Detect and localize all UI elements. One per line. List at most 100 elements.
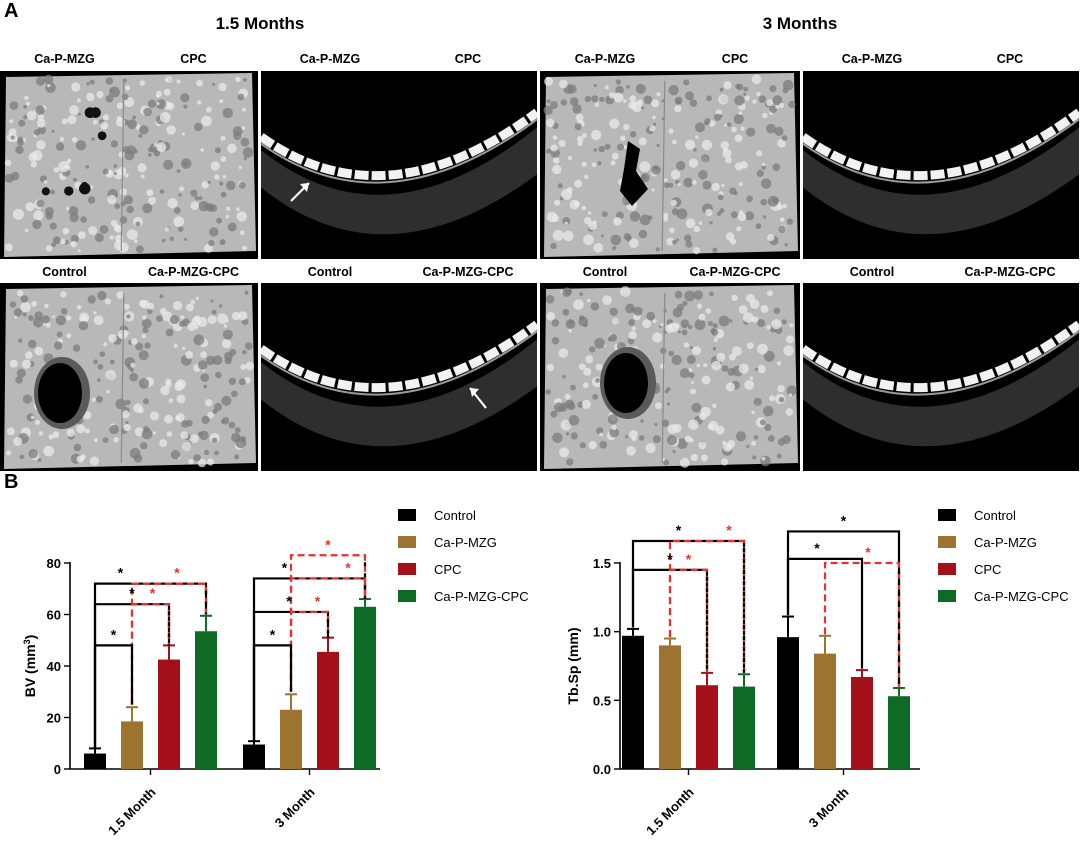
y-tick-label: 0 (54, 762, 61, 777)
significance-bracket (823, 561, 901, 687)
significance-bracket (252, 644, 293, 741)
significance-bracket (786, 557, 864, 669)
bar (696, 685, 718, 769)
significance-star: * (841, 512, 847, 528)
y-tick-label: 1.5 (593, 556, 611, 571)
panel-left-label: Ca-P-MZG (299, 52, 361, 66)
panel-right-label: Ca-P-MZG-CPC (964, 265, 1056, 279)
legend-label: Ca-P-MZG-CPC (974, 589, 1069, 604)
tbsp-bar-chart: 0.00.51.01.5Tb.Sp (mm)1.5 Month 3 Month* *… (565, 508, 1069, 838)
microct-3d-render (0, 283, 258, 471)
panel-right-label: CPC (454, 52, 482, 66)
significance-star: * (118, 565, 124, 581)
bar (777, 637, 799, 769)
legend-swatch (398, 563, 416, 575)
legend-swatch (938, 536, 956, 548)
bar (317, 651, 339, 769)
legend-label: Control (974, 508, 1016, 523)
significance-star: * (174, 565, 180, 581)
panel-left-label: Ca-P-MZG (574, 52, 636, 66)
microct-section-slice (261, 283, 537, 471)
legend-swatch (398, 590, 416, 602)
panel-label-a: A (4, 0, 19, 22)
significance-star: * (286, 593, 292, 609)
y-tick-label: 0.5 (593, 693, 611, 708)
y-tick-label: 0.0 (593, 762, 611, 777)
significance-star: * (865, 544, 871, 560)
significance-star: * (814, 540, 820, 556)
y-tick-label: 60 (47, 608, 61, 623)
legend-label: Ca-P-MZG (434, 535, 497, 550)
bar (659, 645, 681, 769)
significance-bracket (668, 568, 709, 672)
significance-star: * (111, 626, 117, 642)
microct-3d-render (0, 71, 258, 259)
bar (814, 653, 836, 769)
bar (888, 696, 910, 769)
significance-bracket (93, 644, 134, 749)
microct-section-slice (261, 71, 537, 259)
legend-label: CPC (974, 562, 1001, 577)
legend-swatch (398, 536, 416, 548)
x-tick-label: 1.5 Month (643, 784, 697, 838)
significance-star: * (686, 551, 692, 567)
bv-bar-chart: 0 20 40 60 80 BV (mm3) 1.5 Month 3 Month * * * * * * *… (22, 508, 529, 838)
legend-label: Ca-P-MZG-CPC (434, 589, 529, 604)
y-tick-label: 40 (47, 659, 61, 674)
bar (733, 686, 755, 769)
significance-star: * (726, 522, 732, 538)
significance-star: * (345, 559, 351, 575)
y-axis-label: BV (mm3) (22, 635, 38, 698)
x-tick-label: 1.5 Month (105, 784, 159, 838)
significance-star: * (150, 585, 156, 601)
legend-swatch (938, 509, 956, 521)
significance-bracket (93, 582, 208, 749)
y-tick-label: 80 (47, 556, 61, 571)
panel-right-label: CPC (996, 52, 1024, 66)
significance-star: * (129, 585, 135, 601)
panel-right-label: Ca-P-MZG-CPC (422, 265, 514, 279)
panel-left-label: Ca-P-MZG (841, 52, 903, 66)
significance-bracket (786, 530, 901, 687)
x-tick-label: 3 Month (272, 784, 318, 830)
legend-swatch (938, 590, 956, 602)
significance-star: * (325, 536, 331, 552)
panel-left-label: Control (849, 265, 895, 279)
microct-section-slice (803, 283, 1079, 471)
panel-right-label: CPC (180, 52, 207, 66)
panel-right-label: Ca-P-MZG-CPC (689, 265, 781, 279)
y-tick-label: 20 (47, 711, 61, 726)
bar (158, 659, 180, 769)
y-tick-label: 1.0 (593, 625, 611, 640)
microct-section-slice (803, 71, 1079, 259)
legend-label: CPC (434, 562, 461, 577)
significance-star: * (270, 626, 276, 642)
microct-3d-render (540, 283, 800, 471)
microct-3d-render (540, 71, 800, 259)
legend-label: Ca-P-MZG (974, 535, 1037, 550)
panel-label-b: B (4, 471, 19, 493)
bar (243, 744, 265, 769)
bar (84, 753, 106, 769)
panel-left-label: Ca-P-MZG (34, 52, 95, 66)
y-axis-label: Tb.Sp (mm) (565, 628, 581, 705)
legend-swatch (398, 509, 416, 521)
bar (622, 635, 644, 769)
significance-star: * (282, 559, 288, 575)
bar (280, 709, 302, 769)
significance-star: * (315, 593, 321, 609)
panel-right-label: Ca-P-MZG-CPC (148, 265, 239, 279)
legend-label: Control (434, 508, 476, 523)
bar (195, 631, 217, 769)
significance-star: * (676, 522, 682, 538)
panel-left-label: Control (307, 265, 353, 279)
panel-right-label: CPC (721, 52, 749, 66)
bar (354, 606, 376, 769)
legend-swatch (938, 563, 956, 575)
x-tick-label: 3 Month (806, 784, 852, 830)
timepoint-title-2: 3 Months (762, 14, 838, 33)
significance-star: * (667, 551, 673, 567)
bar (851, 676, 873, 769)
panel-left-label: Control (582, 265, 628, 279)
timepoint-title-1: 1.5 Months (215, 14, 305, 33)
